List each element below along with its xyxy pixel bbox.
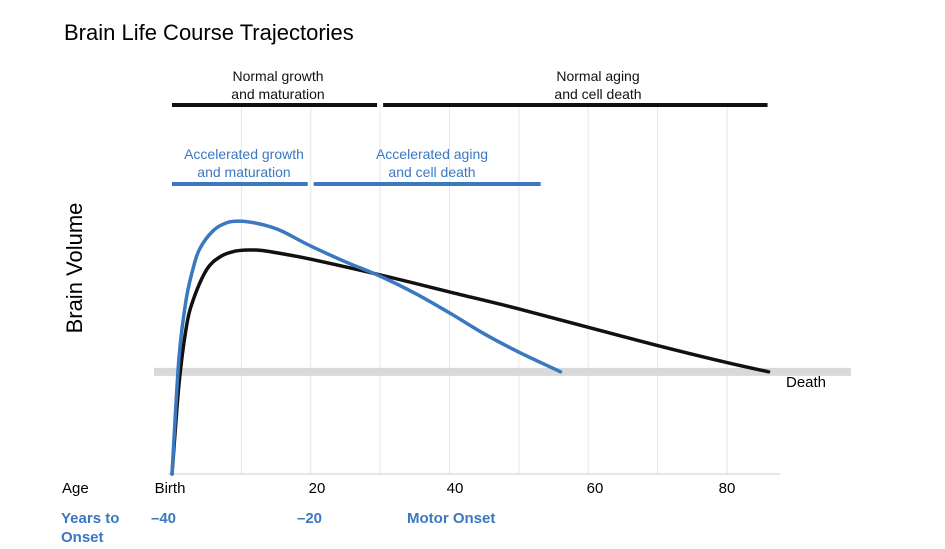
series-line-normal xyxy=(170,248,771,476)
age-tick-80: 80 xyxy=(718,480,736,497)
onset-tick-minus20: –20 xyxy=(297,510,323,527)
age-tick-20: 20 xyxy=(308,480,326,497)
age-tick-40: 40 xyxy=(446,480,464,497)
onset-tick-minus40: –40 xyxy=(151,510,177,527)
series-line-accelerated xyxy=(170,219,563,476)
age-tick-birth: Birth xyxy=(154,480,186,497)
accelerated-aging-label: Accelerated aging and cell death xyxy=(322,145,542,181)
normal-aging-label: Normal aging and cell death xyxy=(488,67,708,103)
normal-aging-text: Normal aging and cell death xyxy=(554,68,642,102)
age-row-label: Age xyxy=(62,480,89,497)
onset-tick-motor-onset: Motor Onset xyxy=(407,510,496,527)
accelerated-growth-label: Accelerated growth and maturation xyxy=(134,145,354,181)
death-label: Death xyxy=(786,374,827,391)
age-tick-60: 60 xyxy=(586,480,604,497)
onset-row-label-line2: Onset xyxy=(61,529,104,546)
accelerated-aging-text: Accelerated aging and cell death xyxy=(375,146,489,180)
onset-row-label-line1: Years to xyxy=(61,510,120,527)
normal-growth-label: Normal growth and maturation xyxy=(168,67,388,103)
chart-title: Brain Life Course Trajectories xyxy=(64,20,354,45)
accelerated-growth-text: Accelerated growth and maturation xyxy=(184,146,304,180)
y-axis-label: Brain Volume xyxy=(62,202,87,334)
normal-growth-text: Normal growth and maturation xyxy=(231,68,325,102)
